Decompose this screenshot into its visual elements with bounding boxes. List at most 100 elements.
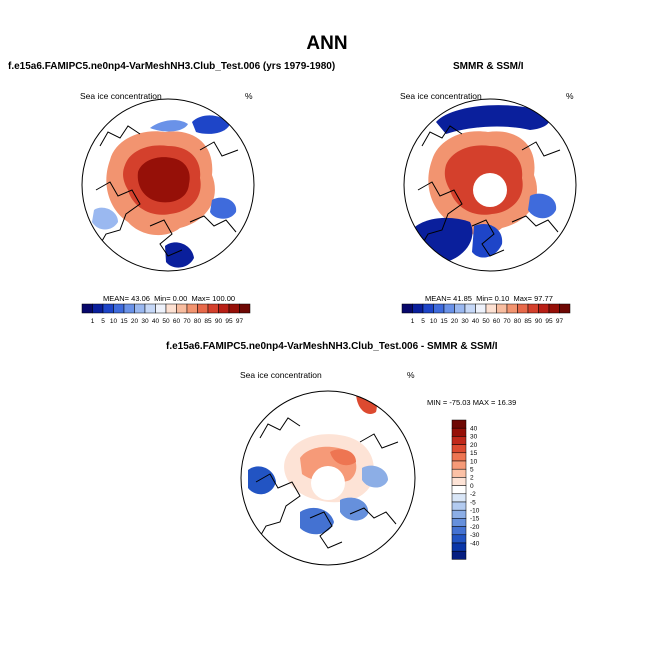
panel-3-colorbar-swatch <box>451 493 467 503</box>
panel-2-colorbar-swatch <box>506 303 518 314</box>
panel-3-colorbar-tick-label: 10 <box>470 458 478 465</box>
panel-1-colorbar-swatch <box>207 303 219 314</box>
panel-1-colorbar-swatch <box>113 303 125 314</box>
panel-3-colorbar-tick-label: 20 <box>470 442 478 449</box>
panel-3-colorbar-tick-label: -10 <box>470 508 480 515</box>
panel-1-colorbar-tick-label: 90 <box>215 318 223 325</box>
panel-1-ice-east <box>210 197 237 219</box>
page-title: ANN <box>306 33 348 54</box>
panel-1-ice-middle <box>123 145 201 215</box>
panel-2-colorbar-swatch <box>433 303 445 314</box>
panel-3-diff-neg-south <box>300 507 334 535</box>
panel-3-colorbar-tick-label: -15 <box>470 516 480 523</box>
panel-2-pole-hole <box>473 173 507 207</box>
panel-2-colorbar-tick-label: 1 <box>411 318 415 325</box>
panel-3-colorbar-swatch <box>451 485 467 495</box>
panel-3-pole-hole <box>311 466 345 500</box>
panel-3-colorbar-swatch <box>451 452 467 462</box>
panel-2-coastline <box>417 125 561 257</box>
panel-2-colorbar-tick-label: 20 <box>451 318 459 325</box>
panel-1-colorbar-swatch <box>144 303 156 314</box>
panel-3-colorbar-swatch <box>451 550 467 560</box>
panel-1-colorbar-swatch <box>197 303 209 314</box>
panel-3-colorbar-tick-label: -5 <box>470 499 476 506</box>
panel-1-colorbar-swatch <box>92 303 104 314</box>
panel-3-colorbar-tick-label: -40 <box>470 540 480 547</box>
panel-2-colorbar-tick-label: 85 <box>524 318 532 325</box>
panel-3-diff-positive-2 <box>330 449 356 466</box>
panel-1-colorbar-tick-label: 60 <box>173 318 181 325</box>
panel-3-colorbar-swatch <box>451 468 467 478</box>
panel-3-colorbar-swatch <box>451 518 467 527</box>
panel-1-colorbar-tick-label: 20 <box>131 318 139 325</box>
panel-1-colorbar-tick-label: 70 <box>183 318 191 325</box>
panel-1-colorbar-tick-label: 15 <box>120 318 128 325</box>
panel-3-diff-center <box>284 434 374 503</box>
panel-3-colorbar-tick-label: 30 <box>470 434 478 441</box>
panel-3-colorbar-swatch <box>451 436 467 445</box>
panel-1-colorbar-tick-label: 97 <box>236 318 244 325</box>
panel-1-colorbar-tick-label: 30 <box>141 318 149 325</box>
panel-1-field-label: Sea ice concentration <box>80 91 162 101</box>
panel-2-colorbar-swatch <box>443 303 455 314</box>
panel-1-colorbar-swatch <box>228 303 240 314</box>
panel-2-stats: MEAN= 41.85 Min= 0.10 Max= 97.77 <box>425 294 553 303</box>
panel-1-colorbar-swatch <box>176 303 188 314</box>
panel-3-colorbar-swatch <box>451 427 467 437</box>
panel-1-mean: 43.06 <box>131 294 150 303</box>
panel-3-diff-neg-southeast <box>340 497 369 521</box>
panel-2-mean: 41.85 <box>453 294 472 303</box>
panel-2-colorbar-tick-label: 50 <box>482 318 490 325</box>
panel-2-max: 97.77 <box>534 294 553 303</box>
panel-1-colorbar-swatch <box>123 303 135 314</box>
panel-3-stats: MIN = -75.03 MAX = 16.39 <box>427 398 517 407</box>
panel-2-ice-east <box>528 193 557 219</box>
panel-2-colorbar-swatch <box>496 303 508 314</box>
panel-2-colorbar-tick-label: 5 <box>421 318 425 325</box>
panel-1-stats: MEAN= 43.06 Min= 0.00 Max= 100.00 <box>103 294 236 303</box>
panel-2-colorbar-swatch <box>475 303 487 314</box>
panel-3-colorbar-tick-label: 2 <box>470 475 474 482</box>
panel-2-ice-south <box>472 224 503 258</box>
panel-1-ice-top <box>150 120 188 132</box>
panel-2-colorbar-swatch <box>401 303 413 314</box>
panel-2-colorbar-swatch <box>454 303 466 314</box>
panel-3-colorbar-swatch <box>451 534 467 544</box>
panel-2-colorbar-tick-label: 60 <box>493 318 501 325</box>
panel-3-colorbar-swatch <box>451 444 467 454</box>
panel-2-colorbar-swatch <box>485 303 497 314</box>
panel-1-colorbar-swatch <box>134 303 146 314</box>
panel-2-colorbar-tick-label: 15 <box>440 318 448 325</box>
panel-2-colorbar-tick-label: 40 <box>472 318 480 325</box>
panel-2-colorbar-swatch <box>559 303 571 314</box>
panel-3-units: % <box>407 370 415 380</box>
panel-3-colorbar-tick-label: 0 <box>470 483 474 490</box>
panel-1-colorbar-swatch <box>81 303 93 314</box>
panel-3-colorbar-tick-label: 5 <box>470 467 474 474</box>
panel-1-colorbar-tick-label: 1 <box>91 318 95 325</box>
panel-3-max: 16.39 <box>497 398 517 407</box>
panel-3-colorbar-swatch <box>451 509 467 519</box>
panel-2-colorbar-swatch <box>538 303 550 314</box>
panel-2-colorbar-swatch <box>464 303 476 314</box>
panel-2-ice-southwest <box>410 217 473 262</box>
panel-1-ice-northeast <box>192 115 230 134</box>
panel-3-colorbar-swatch <box>451 460 467 470</box>
panel-2-min: 0.10 <box>494 294 510 303</box>
panel-1-colorbar-tick-label: 80 <box>194 318 202 325</box>
panel-2-colorbar-swatch <box>548 303 560 314</box>
panel-2-colorbar-swatch <box>517 303 529 314</box>
panel-2-colorbar-swatch <box>527 303 539 314</box>
panel-1-colorbar-swatch <box>165 303 177 314</box>
panel-1-ice-west <box>92 207 118 230</box>
panel-2-colorbar: 1 5 10 15 20 30 40 50 60 70 80 85 90 95 97 <box>401 303 571 325</box>
panel-1-coastline <box>95 125 239 257</box>
panel-1-ice-south <box>165 242 194 268</box>
panel-2-field-label: Sea ice concentration <box>400 91 482 101</box>
panel-1-colorbar-swatch <box>102 303 114 314</box>
panel-1-min: 0.00 <box>172 294 188 303</box>
panel-3-colorbar-swatch <box>451 419 467 429</box>
panel-2-colorbar-tick-label: 80 <box>514 318 522 325</box>
panel-1-colorbar-tick-label: 95 <box>225 318 233 325</box>
